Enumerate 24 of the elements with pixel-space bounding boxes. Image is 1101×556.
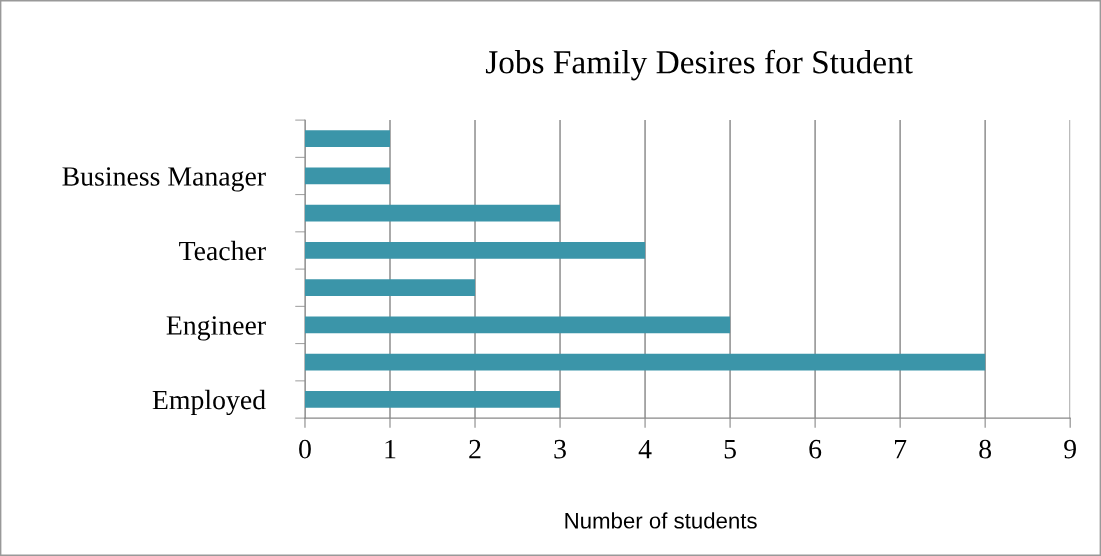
x-tick-label: 6	[809, 439, 822, 459]
x-tick-label: 4	[638, 439, 652, 459]
x-axis-title: Number of students	[565, 512, 757, 529]
x-tick-label: 0	[299, 439, 311, 459]
bar	[304, 242, 646, 259]
x-tick-label: 2	[469, 439, 481, 459]
bar	[304, 391, 561, 408]
bar	[304, 130, 390, 148]
bar	[304, 167, 390, 185]
x-tick-label: 9	[1064, 439, 1076, 459]
y-tick-label: Business Manager	[62, 167, 266, 192]
bar	[304, 204, 561, 222]
bar	[304, 279, 476, 297]
x-tick-label: 7	[895, 440, 907, 459]
bar	[304, 353, 986, 371]
x-tick-label: 1	[385, 439, 396, 459]
y-tick-label: Teacher	[179, 240, 266, 261]
x-tick-label: 8	[979, 439, 992, 459]
bar	[304, 316, 731, 334]
y-tick-label: Engineer	[166, 316, 266, 341]
x-tick-label: 3	[554, 439, 566, 459]
x-tick-label: 5	[724, 440, 736, 459]
y-tick-label: Employed	[152, 389, 266, 416]
chart-title: Jobs Family Desires for Student	[485, 49, 913, 81]
